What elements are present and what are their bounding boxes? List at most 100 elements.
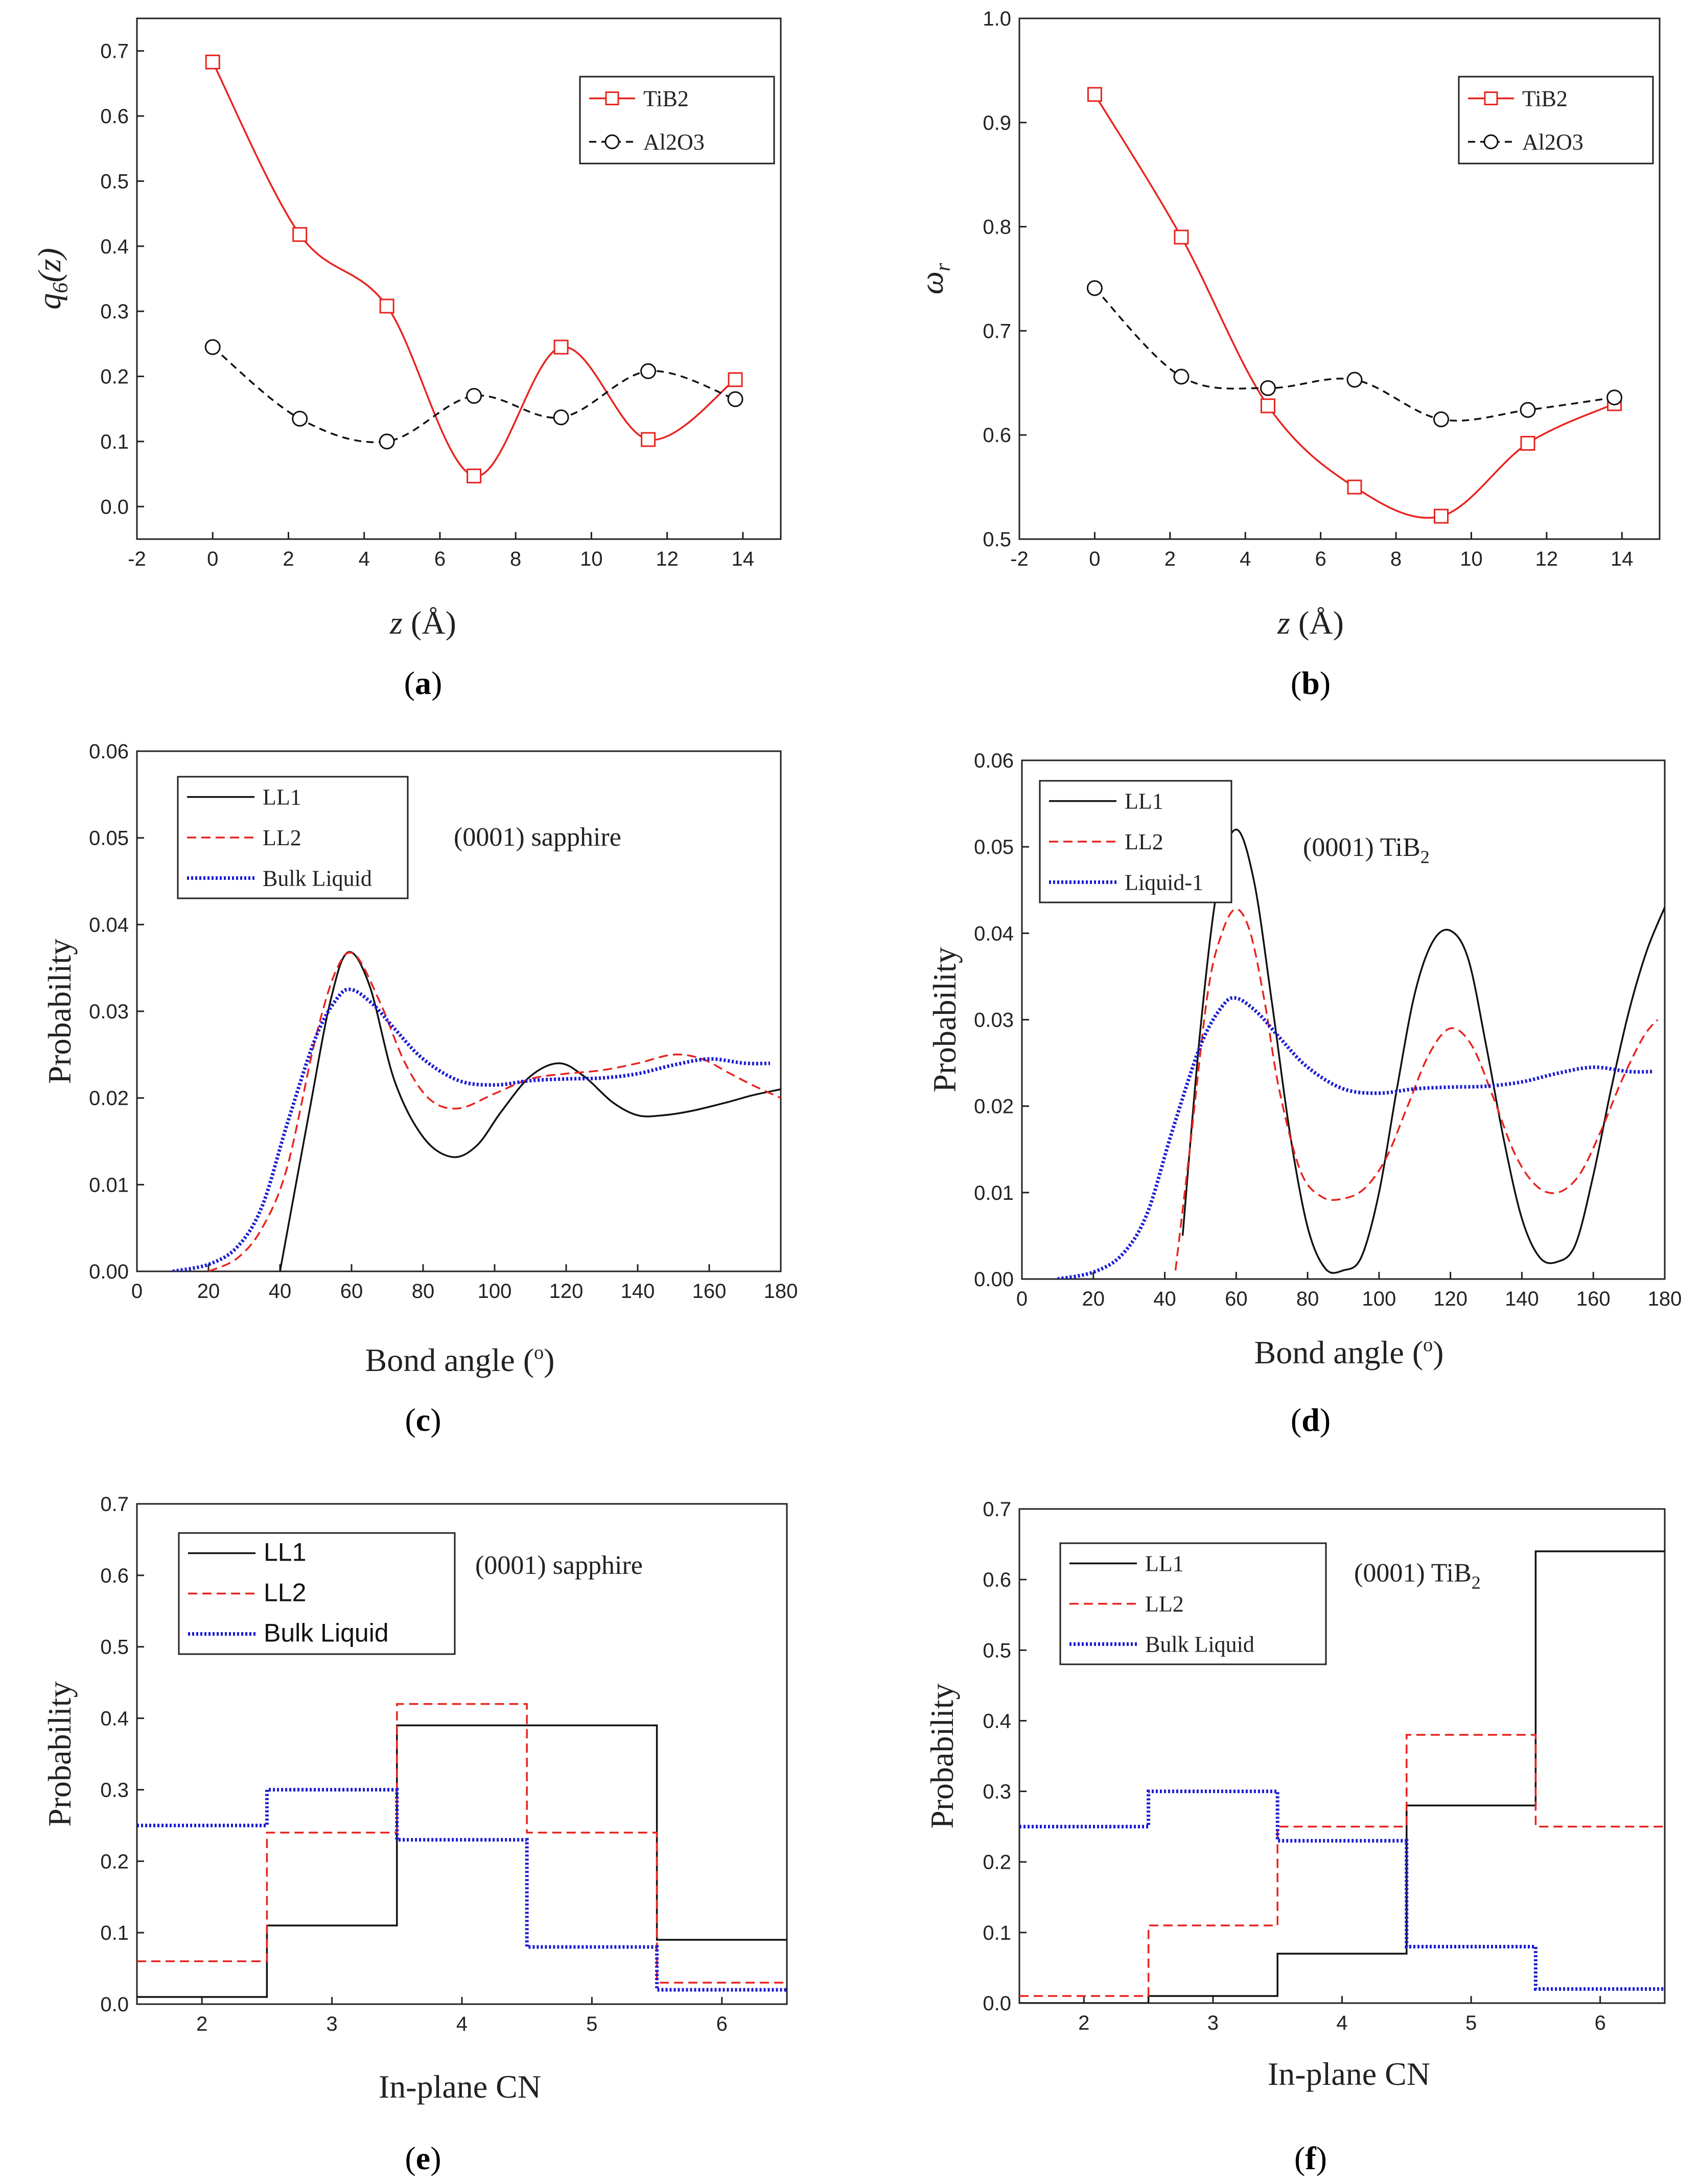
- data-point-al2o3: [1520, 402, 1536, 418]
- x-tick-label: 3: [1207, 2012, 1219, 2034]
- x-tick-label: 0: [1089, 548, 1100, 570]
- y-tick-label: 0.05: [89, 827, 129, 850]
- x-tick-label: 5: [1465, 2012, 1477, 2034]
- y-tick-label: 0.5: [100, 170, 129, 193]
- data-point-al2o3: [466, 388, 482, 404]
- x-tick-label: 8: [510, 548, 521, 570]
- x-tick-label: 4: [1240, 548, 1251, 570]
- x-tick-label: 6: [434, 548, 446, 570]
- series-bulk-liquid-line: [1019, 1790, 1665, 1991]
- legend-marker: [605, 91, 619, 105]
- chart-panel-f: 2 3 4 5 6 0.0 0.1 0.2 0.3 0.4 0.5 0.6 0.7 Probability…: [924, 1498, 1666, 2176]
- panel-letter: e: [416, 2140, 430, 2176]
- x-tick-label: 8: [1390, 548, 1402, 570]
- x-tick-label: 4: [1336, 2012, 1347, 2034]
- panel-annotation: (0001) TiB2: [1303, 833, 1430, 867]
- data-point-tib2: [1520, 436, 1535, 451]
- legend: LL1 LL2 Liquid-1: [1039, 780, 1232, 903]
- x-tick-label: 160: [1576, 1288, 1611, 1310]
- data-point-tib2: [1260, 398, 1275, 413]
- series-ll2-line: [1019, 1734, 1665, 1997]
- x-tick-label: 100: [478, 1280, 512, 1303]
- y-tick-label: 0.6: [100, 1565, 129, 1587]
- y-tick-label: 0.02: [974, 1096, 1014, 1118]
- data-point-al2o3: [1606, 389, 1623, 406]
- x-axis-end: ): [544, 1342, 554, 1378]
- y-tick-label: 0.7: [983, 1498, 1011, 1521]
- y-tick-label: 0.01: [89, 1174, 129, 1196]
- data-point-tib2: [467, 468, 482, 483]
- data-point-al2o3: [1433, 411, 1450, 428]
- x-tick-label: 100: [1362, 1288, 1396, 1310]
- x-tick-label: 40: [1153, 1288, 1176, 1310]
- chart-panel-d: 0 20 40 60 80 100 120 140 160 180 0.00 0.01 0.02 0.03…: [926, 750, 1682, 1438]
- series-group: [1019, 1550, 1665, 2003]
- y-tick-label: 0.4: [983, 1710, 1011, 1732]
- x-tick-label: 12: [1535, 548, 1558, 570]
- x-axis-sup: o: [534, 1342, 544, 1363]
- y-axis-sub: 6: [49, 283, 73, 293]
- legend-label: LL1: [263, 785, 301, 810]
- y-axis-rest: (z): [31, 248, 67, 283]
- data-point-tib2: [1434, 508, 1449, 524]
- annotation-sub: 2: [1472, 1572, 1481, 1593]
- legend-label: LL1: [1145, 1551, 1184, 1576]
- y-tick-label: 0.5: [100, 1636, 129, 1659]
- series-group: [1057, 828, 1665, 1279]
- y-tick-label: 0.4: [100, 1708, 129, 1730]
- x-axis-label: In-plane CN: [1268, 2056, 1430, 2092]
- x-tick-label: 80: [412, 1280, 435, 1303]
- x-tick-label: 12: [656, 548, 679, 570]
- x-tick-label: 2: [196, 2013, 207, 2035]
- series-ll2-line: [208, 951, 781, 1271]
- x-axis-label: In-plane CN: [379, 2069, 541, 2105]
- panel-letter: c: [416, 1402, 430, 1438]
- y-tick-label: 0.8: [983, 216, 1011, 239]
- x-tick-label: 3: [326, 2013, 337, 2035]
- x-tick-label: 10: [580, 548, 603, 570]
- y-axis-sub: r: [931, 263, 955, 271]
- data-point-al2o3: [204, 339, 221, 355]
- y-tick-label: 0.3: [100, 1779, 129, 1801]
- y-tick-label: 0.3: [983, 1781, 1011, 1803]
- y-tick-label: 0.1: [100, 1922, 129, 1944]
- y-tick-label: 0.7: [100, 1493, 129, 1516]
- y-tick-label: 0.1: [983, 1922, 1011, 1944]
- y-tick-label: 0.9: [983, 112, 1011, 134]
- data-point-tib2: [1174, 229, 1189, 245]
- panel-letter: f: [1305, 2140, 1316, 2176]
- panel-annotation: (0001) TiB2: [1354, 1559, 1481, 1593]
- y-tick-label: 0.06: [89, 740, 129, 763]
- data-point-al2o3: [1173, 368, 1190, 385]
- annotation-text: (0001) TiB: [1354, 1559, 1472, 1588]
- series-al2o3-line: [1094, 287, 1615, 422]
- y-axis-label: ωr: [914, 263, 955, 294]
- panel-letter: a: [415, 665, 431, 701]
- x-tick-label: 4: [456, 2013, 468, 2035]
- x-tick-label: -2: [1010, 548, 1029, 570]
- x-tick-label: 6: [716, 2013, 728, 2035]
- legend-label: LL2: [263, 825, 301, 850]
- y-tick-label: 0.2: [983, 1851, 1011, 1874]
- y-tick-label: 0.5: [983, 1639, 1011, 1662]
- x-tick-label: 5: [586, 2013, 597, 2035]
- data-point-tib2: [641, 432, 656, 447]
- legend-label: LL2: [1125, 829, 1163, 854]
- y-tick-label: 0.4: [100, 236, 129, 258]
- data-point-al2o3: [553, 409, 569, 426]
- x-tick-label: 120: [549, 1280, 584, 1303]
- data-point-tib2: [1347, 479, 1362, 495]
- x-axis-sup: o: [1423, 1334, 1433, 1356]
- panel-letter: d: [1301, 1402, 1320, 1438]
- x-tick-label: 0: [131, 1280, 143, 1303]
- legend-label: Bulk Liquid: [264, 1619, 389, 1647]
- x-tick-label: 120: [1433, 1288, 1467, 1310]
- y-tick-label: 0.0: [100, 1993, 129, 2016]
- x-tick-label: 80: [1296, 1288, 1319, 1310]
- legend: TiB2 Al2O3: [579, 76, 775, 165]
- panel-label: (f): [1294, 2140, 1327, 2176]
- y-tick-label: 0.00: [89, 1261, 129, 1283]
- data-point-tib2: [205, 54, 220, 69]
- series-bulk-liquid-line: [137, 1787, 787, 1992]
